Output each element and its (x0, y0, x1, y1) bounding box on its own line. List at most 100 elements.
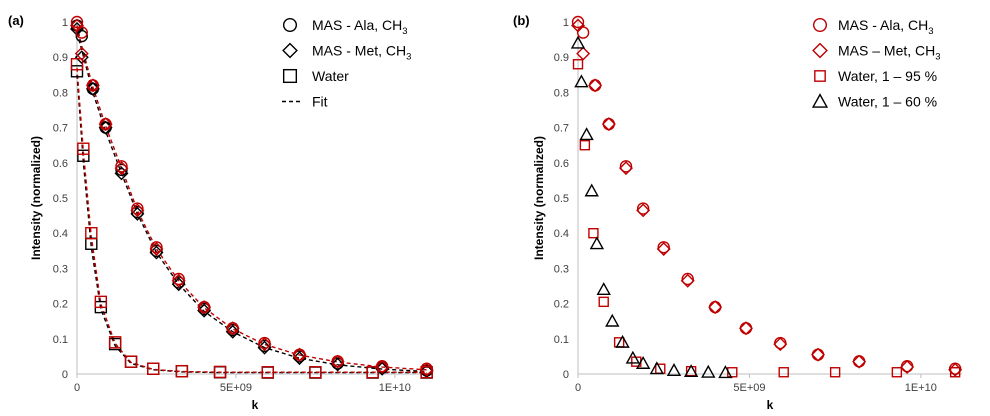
legend-label: Water, 1 – 95 % (838, 68, 937, 84)
data-point-diamond (656, 242, 671, 257)
legend-marker-triangle (811, 93, 829, 108)
y-tick-label: 0.5 (53, 193, 68, 205)
data-point-triangle (625, 350, 641, 364)
x-tick-label: 0 (74, 382, 80, 394)
data-point-circle (150, 241, 163, 254)
data-point-circle (900, 360, 914, 373)
panel-label: (a) (8, 13, 24, 28)
data-point-circle (708, 300, 722, 314)
data-point-triangle (649, 361, 665, 375)
data-point-circle (115, 163, 128, 177)
data-point-square-small (572, 59, 584, 70)
data-point-diamond (900, 359, 915, 374)
legend-marker-square-small (814, 70, 826, 82)
y-axis-label: Intensity (normalized) (532, 136, 546, 260)
data-point-diamond (149, 242, 164, 257)
data-point-circle (681, 272, 694, 286)
data-point-triangle (596, 282, 611, 296)
data-point-diamond (74, 46, 89, 61)
x-tick-label: 5E+09 (220, 382, 252, 394)
x-tick-label: 1E+10 (379, 382, 411, 394)
data-point-triangle (615, 334, 630, 348)
data-point-circle (657, 241, 670, 254)
data-point-triangle (589, 236, 605, 250)
legend-label: MAS - Ala, CH3 (312, 17, 408, 37)
data-point-circle (70, 15, 84, 29)
legend-marker-circle (812, 17, 828, 33)
x-tick-label: 5E+09 (733, 382, 765, 394)
panel-a: (a) 0 0.1 0.2 0.3 0.4 0.5 0.6 0.7 0.8 0.9 1 0 5E+09 1E… (8, 13, 434, 412)
data-point-diamond (739, 321, 753, 336)
data-point-diamond (811, 347, 825, 362)
data-point-circle (172, 272, 185, 286)
data-point-diamond (636, 203, 651, 218)
data-point-diamond (292, 347, 307, 362)
data-point-circle (852, 355, 866, 368)
data-point-diamond (680, 273, 695, 288)
y-tick-label: 0.7 (554, 123, 569, 135)
legend-label: Water (312, 68, 349, 84)
data-point-square (108, 336, 122, 349)
data-point-square (124, 355, 138, 368)
data-point-square (261, 366, 274, 379)
data-point-diamond (114, 161, 129, 176)
legend-marker-circle (282, 17, 298, 33)
data-point-circle (115, 160, 128, 173)
y-tick-label: 0.1 (53, 334, 68, 346)
y-tick-label: 0.1 (554, 334, 569, 346)
legend-marker-square (282, 68, 298, 84)
fit-line (76, 74, 427, 374)
data-point-square-small (891, 367, 903, 378)
x-axis-label: k (252, 398, 259, 412)
y-tick-label: 0.6 (554, 158, 569, 170)
data-point-diamond (197, 300, 212, 315)
y-tick-label: 0 (62, 369, 68, 381)
data-point-square (70, 65, 84, 78)
data-point-circle (150, 244, 163, 258)
data-point-circle (131, 205, 144, 219)
data-point-diamond (375, 359, 390, 374)
data-point-square-small (778, 367, 789, 378)
data-point-circle (576, 26, 590, 39)
y-tick-label: 0.8 (554, 87, 569, 99)
data-point-circle (571, 15, 585, 29)
data-point-square (70, 58, 84, 71)
data-point-square (309, 366, 322, 379)
data-point-circle (619, 160, 633, 173)
fit-line (76, 32, 427, 373)
y-tick-label: 0.5 (554, 193, 569, 205)
data-point-diamond (330, 354, 345, 369)
legend-label: Fit (312, 94, 328, 110)
y-tick-label: 0.2 (554, 299, 569, 311)
x-tick-label: 1E+10 (905, 382, 937, 394)
data-point-diamond (601, 117, 616, 132)
data-point-square (175, 364, 189, 378)
data-point-square (85, 226, 98, 240)
y-tick-label: 0.3 (554, 263, 569, 275)
data-point-square-small (588, 227, 599, 239)
data-point-diamond (98, 117, 113, 132)
data-point-triangle (579, 127, 594, 141)
data-point-diamond (130, 203, 145, 218)
data-point-triangle (584, 183, 599, 197)
y-tick-label: 1 (62, 17, 68, 29)
data-point-diamond (114, 166, 129, 181)
data-point-circle (811, 348, 825, 361)
legend-label: MAS – Met, CH3 (838, 43, 941, 63)
data-point-square (77, 149, 90, 162)
data-point-square-small (829, 367, 841, 378)
y-tick-label: 0.3 (53, 263, 68, 275)
data-point-square-small (949, 367, 961, 378)
data-point-diamond (85, 78, 100, 93)
data-point-square (77, 142, 90, 155)
y-tick-label: 1 (563, 17, 569, 29)
data-point-triangle (683, 364, 699, 378)
data-point-diamond (171, 273, 186, 288)
data-point-triangle (635, 355, 651, 369)
data-point-triangle (570, 35, 586, 49)
panel-b: (b) 0 0.1 0.2 0.3 0.4 0.5 0.6 0.7 0.8 0.9 1 0 5E+09 1E… (513, 13, 963, 412)
x-axis-label: k (767, 398, 774, 412)
y-tick-label: 0.9 (554, 52, 569, 64)
data-point-diamond (419, 362, 434, 377)
